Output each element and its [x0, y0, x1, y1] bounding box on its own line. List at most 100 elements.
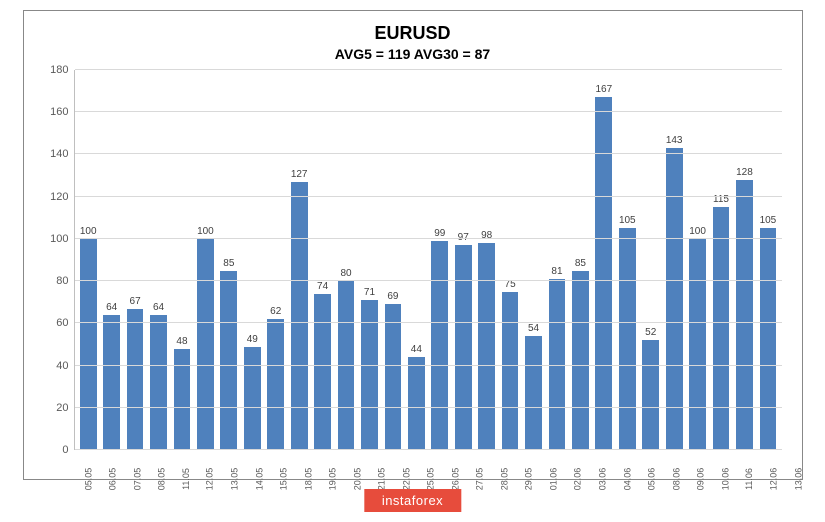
- bar-wrapper: 100: [78, 70, 99, 450]
- bar-value-label: 74: [317, 281, 328, 292]
- bar: [103, 315, 120, 450]
- bar: [502, 292, 519, 450]
- bar-wrapper: 100: [687, 70, 708, 450]
- bar-wrapper: 64: [101, 70, 122, 450]
- bar-value-label: 98: [481, 230, 492, 241]
- bar-wrapper: 128: [734, 70, 755, 450]
- bar-wrapper: 71: [359, 70, 380, 450]
- bars-row: 100 64 67 64 48 100 85 49 62 127 74 80 71 69 44 9997 98 7…: [75, 70, 782, 450]
- bar: [338, 281, 355, 450]
- y-tick: 120: [50, 191, 68, 203]
- y-tick: 80: [56, 275, 68, 287]
- bar-wrapper: 98: [476, 70, 497, 450]
- bar: [478, 243, 495, 450]
- bar-value-label: 105: [619, 215, 636, 226]
- bar-value-label: 67: [130, 296, 141, 307]
- bar-wrapper: 62: [265, 70, 286, 450]
- y-tick: 140: [50, 148, 68, 160]
- y-tick: 60: [56, 317, 68, 329]
- bar: [595, 97, 612, 450]
- bar-value-label: 52: [645, 327, 656, 338]
- chart-title: EURUSD: [44, 23, 782, 44]
- bar-value-label: 127: [291, 169, 308, 180]
- bar-value-label: 44: [411, 344, 422, 355]
- bar-wrapper: 54: [523, 70, 544, 450]
- gridline: [75, 449, 782, 450]
- bar: [572, 271, 589, 450]
- bar-wrapper: 67: [124, 70, 145, 450]
- brand-tag: instaforex: [364, 489, 461, 512]
- bar-wrapper: 99: [429, 70, 450, 450]
- y-tick: 0: [62, 444, 68, 456]
- gridline: [75, 238, 782, 239]
- y-tick: 180: [50, 64, 68, 76]
- bar-wrapper: 64: [148, 70, 169, 450]
- bar-wrapper: 85: [570, 70, 591, 450]
- bar-value-label: 62: [270, 306, 281, 317]
- bar-value-label: 100: [197, 226, 214, 237]
- gridline: [75, 365, 782, 366]
- bar-value-label: 167: [596, 84, 613, 95]
- bar-wrapper: 167: [593, 70, 614, 450]
- bars-area: 100 64 67 64 48 100 85 49 62 127 74 80 71 69 44 9997 98 7…: [74, 70, 782, 450]
- bar-wrapper: 100: [195, 70, 216, 450]
- gridline: [75, 280, 782, 281]
- bar: [408, 357, 425, 450]
- gridline: [75, 322, 782, 323]
- y-tick: 100: [50, 233, 68, 245]
- bar-value-label: 100: [689, 226, 706, 237]
- plot-area: 020406080100120140160180 100646764481008…: [44, 70, 782, 450]
- gridline: [75, 153, 782, 154]
- bar-value-label: 105: [760, 215, 777, 226]
- bar-value-label: 54: [528, 323, 539, 334]
- bar-value-label: 48: [176, 336, 187, 347]
- y-axis: 020406080100120140160180: [44, 70, 74, 450]
- bar-value-label: 71: [364, 287, 375, 298]
- bar-wrapper: 75: [499, 70, 520, 450]
- bar-wrapper: 80: [335, 70, 356, 450]
- chart-subtitle: AVG5 = 119 AVG30 = 87: [44, 46, 782, 62]
- bar-wrapper: 48: [171, 70, 192, 450]
- bar: [385, 304, 402, 450]
- bar-value-label: 85: [223, 258, 234, 269]
- gridline: [75, 196, 782, 197]
- bar: [689, 239, 706, 450]
- gridline: [75, 407, 782, 408]
- bar-value-label: 80: [340, 268, 351, 279]
- bar: [760, 228, 777, 450]
- bar-wrapper: 69: [382, 70, 403, 450]
- bar: [455, 245, 472, 450]
- bar-value-label: 69: [387, 291, 398, 302]
- bar-value-label: 81: [551, 266, 562, 277]
- bar-wrapper: 105: [757, 70, 778, 450]
- bar: [291, 182, 308, 450]
- bar: [267, 319, 284, 450]
- bar-value-label: 128: [736, 167, 753, 178]
- gridline: [75, 111, 782, 112]
- bar-wrapper: 97: [453, 70, 474, 450]
- bar-value-label: 143: [666, 135, 683, 146]
- bar: [80, 239, 97, 450]
- bar: [666, 148, 683, 450]
- bar-wrapper: 44: [406, 70, 427, 450]
- y-tick: 160: [50, 106, 68, 118]
- bar-wrapper: 74: [312, 70, 333, 450]
- bar-value-label: 64: [153, 302, 164, 313]
- bar: [244, 347, 261, 450]
- bar-wrapper: 127: [288, 70, 309, 450]
- bar: [736, 180, 753, 450]
- chart-container: EURUSD AVG5 = 119 AVG30 = 87 02040608010…: [23, 10, 803, 480]
- bar-wrapper: 81: [546, 70, 567, 450]
- y-tick: 40: [56, 360, 68, 372]
- bar-value-label: 64: [106, 302, 117, 313]
- bar: [431, 241, 448, 450]
- bar: [619, 228, 636, 450]
- x-tick: 13.06: [783, 468, 813, 491]
- bar-wrapper: 52: [640, 70, 661, 450]
- bar-value-label: 49: [247, 334, 258, 345]
- bar-wrapper: 143: [663, 70, 684, 450]
- bar: [713, 207, 730, 450]
- bar-wrapper: 105: [617, 70, 638, 450]
- gridline: [75, 69, 782, 70]
- bar: [150, 315, 167, 450]
